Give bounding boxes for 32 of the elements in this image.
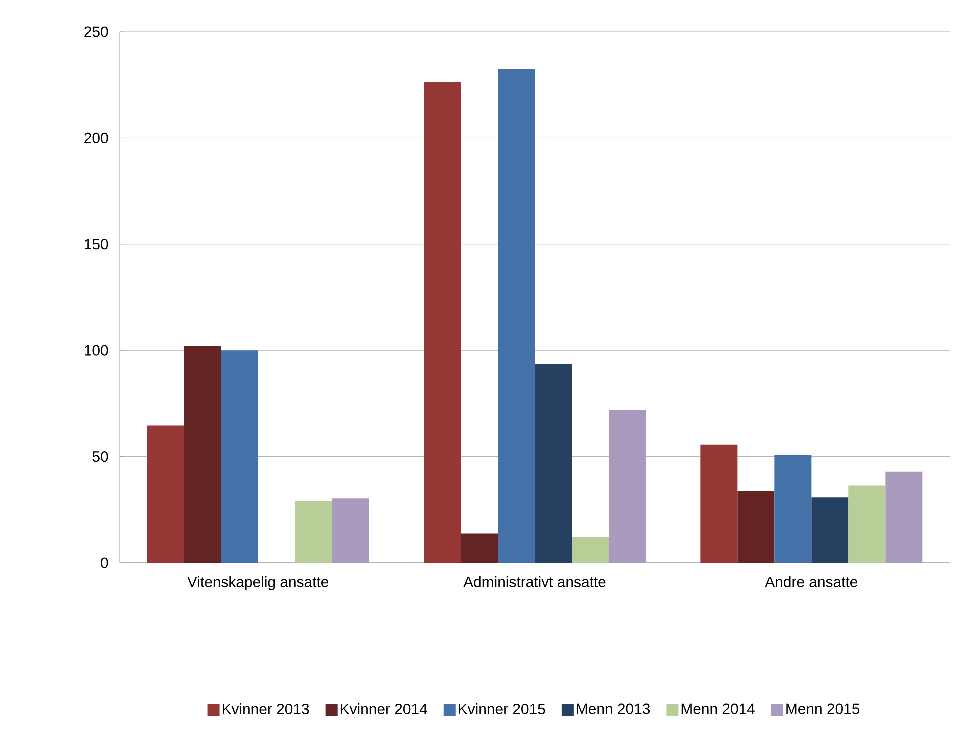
legend-label: Menn 2013 xyxy=(577,704,650,714)
y-tick-label: 0 xyxy=(101,558,108,568)
bar xyxy=(147,426,184,563)
legend-label: Kvinner 2014 xyxy=(341,704,428,715)
x-tick-label: Administrativt ansatte xyxy=(464,576,606,588)
bar xyxy=(886,472,923,563)
legend-label: Kvinner 2013 xyxy=(222,704,310,715)
bar xyxy=(700,444,738,563)
x-tick-label: Vitenskapelig ansatte xyxy=(188,576,329,590)
y-tick-label: 100 xyxy=(85,345,108,356)
y-tick-label: 50 xyxy=(92,452,108,462)
legend-label: Menn 2014 xyxy=(682,704,756,714)
y-tick-label: 150 xyxy=(85,239,108,250)
bar xyxy=(774,455,812,563)
bar xyxy=(738,491,775,563)
bar xyxy=(424,82,462,563)
bar xyxy=(461,534,498,563)
bar xyxy=(295,501,332,563)
bar xyxy=(221,350,258,563)
x-tick-label: Andre ansatte xyxy=(765,576,858,588)
bar xyxy=(812,498,849,563)
bar xyxy=(572,537,610,563)
bar xyxy=(498,69,536,563)
y-tick-label: 250 xyxy=(84,26,108,38)
bar xyxy=(848,486,886,563)
bar xyxy=(535,364,572,563)
bar xyxy=(332,498,370,563)
y-tick-label: 200 xyxy=(84,132,108,144)
bar xyxy=(609,410,646,563)
legend-label: Kvinner 2015 xyxy=(459,704,546,715)
legend-label: Menn 2015 xyxy=(786,704,860,714)
bar xyxy=(184,346,222,563)
